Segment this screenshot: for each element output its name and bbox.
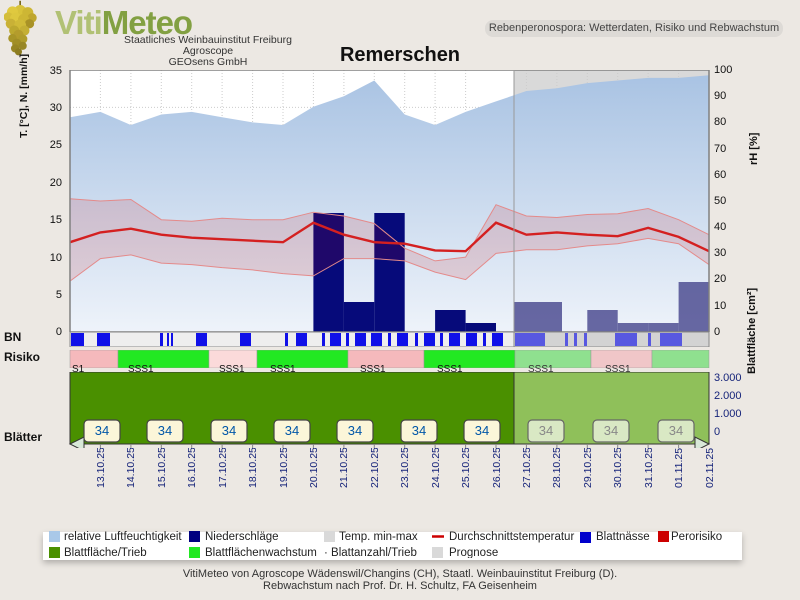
svg-text:34: 34 (669, 423, 683, 438)
svg-text:34: 34 (475, 423, 489, 438)
svg-text:28.10.25: 28.10.25 (551, 448, 563, 488)
svg-text:15.10.25: 15.10.25 (156, 448, 168, 488)
svg-text:14.10.25: 14.10.25 (125, 448, 137, 488)
svg-text:34: 34 (539, 423, 553, 438)
svg-text:02.11.25: 02.11.25 (704, 448, 716, 488)
svg-text:25.10.25: 25.10.25 (460, 448, 472, 488)
svg-text:20.10.25: 20.10.25 (308, 448, 320, 488)
svg-text:23.10.25: 23.10.25 (399, 448, 411, 488)
svg-text:24.10.25: 24.10.25 (430, 448, 442, 488)
svg-text:34: 34 (95, 423, 109, 438)
svg-text:Prognose: Prognose (449, 547, 498, 558)
svg-text:17.10.25: 17.10.25 (217, 448, 229, 488)
svg-text:29.10.25: 29.10.25 (582, 448, 594, 488)
svg-text:13.10.25: 13.10.25 (95, 448, 107, 488)
svg-text:relative Luftfeuchtigkeit: relative Luftfeuchtigkeit (64, 531, 182, 543)
svg-text:34: 34 (285, 423, 299, 438)
svg-text:26.10.25: 26.10.25 (491, 448, 503, 488)
svg-text:Durchschnittstemperatur: Durchschnittstemperatur (449, 531, 574, 543)
svg-text:18.10.25: 18.10.25 (247, 448, 259, 488)
svg-text:27.10.25: 27.10.25 (521, 448, 533, 488)
svg-text:22.10.25: 22.10.25 (369, 448, 381, 488)
svg-text:34: 34 (222, 423, 236, 438)
svg-text:Blattnässe: Blattnässe (596, 531, 650, 543)
svg-text:Niederschläge: Niederschläge (205, 531, 279, 543)
svg-text:Blattflächenwachstum: Blattflächenwachstum (205, 547, 317, 558)
svg-text:Blattfläche/Trieb: Blattfläche/Trieb (64, 547, 147, 558)
svg-text:34: 34 (158, 423, 172, 438)
svg-text:34: 34 (348, 423, 362, 438)
svg-text:34: 34 (412, 423, 426, 438)
svg-text:16.10.25: 16.10.25 (186, 448, 198, 488)
svg-text:19.10.25: 19.10.25 (278, 448, 290, 488)
svg-text:Perorisiko: Perorisiko (671, 531, 722, 543)
svg-text:· Blattanzahl/Trieb: · Blattanzahl/Trieb (324, 547, 417, 558)
svg-text:21.10.25: 21.10.25 (338, 448, 350, 488)
svg-text:31.10.25: 31.10.25 (643, 448, 655, 488)
svg-text:Temp. min-max: Temp. min-max (339, 531, 418, 543)
svg-text:30.10.25: 30.10.25 (612, 448, 624, 488)
svg-text:34: 34 (604, 423, 618, 438)
svg-text:01.11.25: 01.11.25 (673, 448, 685, 488)
